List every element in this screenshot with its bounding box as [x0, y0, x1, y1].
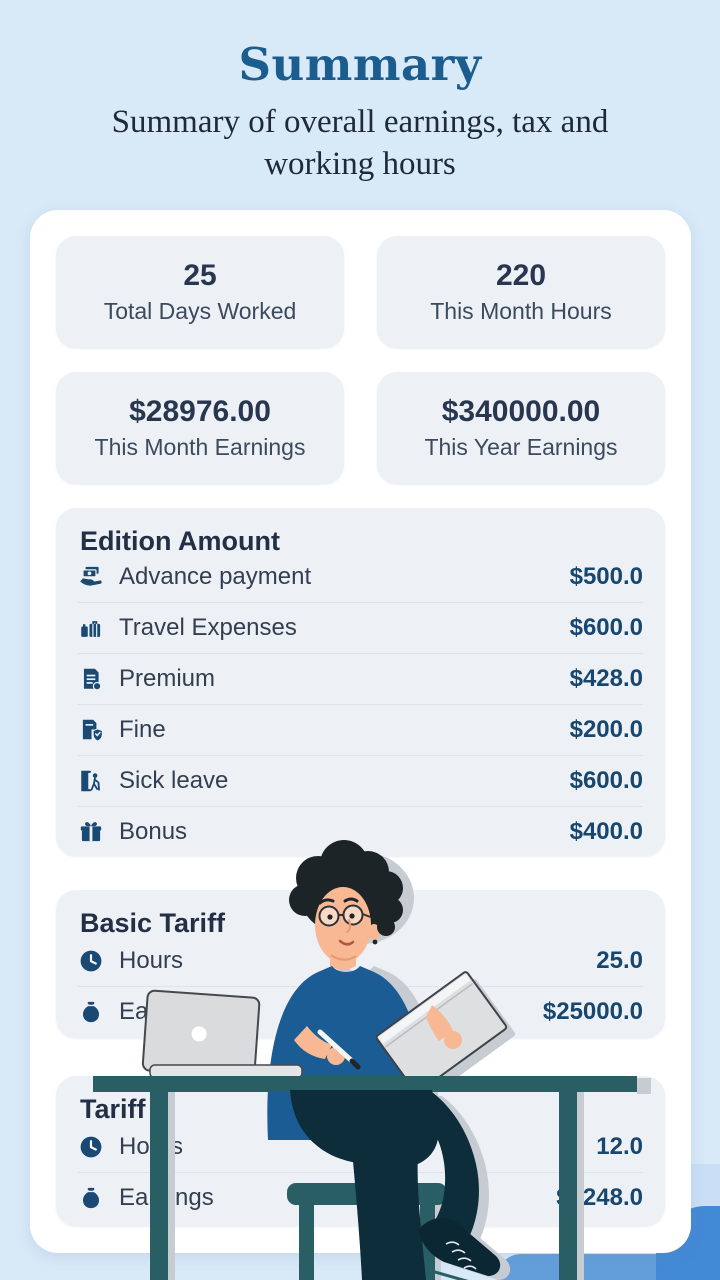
- row-divider: [78, 806, 643, 807]
- row-divider: [78, 755, 643, 756]
- clock-icon: [78, 1134, 104, 1160]
- fine-doc-icon: [78, 717, 104, 743]
- stat-label: This Year Earnings: [424, 433, 618, 460]
- money-bag-icon: [78, 1185, 104, 1211]
- edition-row-sick-leave: Sick leave $600.0: [78, 756, 643, 806]
- row-label: Bonus: [119, 818, 188, 845]
- basic-tariff-row-hours: Hours 25.0: [78, 936, 643, 986]
- row-value: $200.0: [569, 716, 643, 743]
- row-label: Hours: [119, 1133, 184, 1160]
- money-bag-icon: [78, 999, 104, 1025]
- basic-tariff-section: Basic Tariff Hours 25.0: [56, 890, 665, 1038]
- row-label: Sick leave: [119, 767, 229, 794]
- tariff-section: Tariff Hours 12.0: [56, 1076, 665, 1226]
- row-value: $400.0: [569, 818, 643, 845]
- row-value: $428.0: [569, 665, 643, 692]
- summary-card: 25 Total Days Worked 220 This Month Hour…: [30, 210, 691, 1253]
- stat-year-earnings: $340000.00 This Year Earnings: [377, 372, 665, 484]
- stat-total-days: 25 Total Days Worked: [56, 236, 344, 348]
- section-title: Tariff: [80, 1094, 146, 1124]
- stat-value: $28976.00: [129, 395, 271, 429]
- row-value: 12.0: [596, 1133, 643, 1160]
- row-label: Earnings: [119, 998, 214, 1025]
- row-value: $500.0: [569, 563, 643, 590]
- row-label: Travel Expenses: [119, 614, 297, 641]
- row-value: $600.0: [569, 614, 643, 641]
- edition-row-premium: Premium $428.0: [78, 654, 643, 704]
- sick-leave-icon: [78, 768, 104, 794]
- row-divider: [78, 602, 643, 603]
- row-value: 25.0: [596, 947, 643, 974]
- section-title: Edition Amount: [80, 526, 280, 556]
- luggage-icon: [78, 615, 104, 641]
- stat-label: This Month Earnings: [94, 433, 306, 460]
- section-title: Basic Tariff: [80, 908, 226, 938]
- stat-label: Total Days Worked: [103, 297, 297, 324]
- row-label: Earnings: [119, 1184, 214, 1211]
- row-divider: [78, 653, 643, 654]
- stat-value: 220: [495, 259, 547, 293]
- edition-amount-section: Edition Amount Advance payment $500.0: [56, 508, 665, 856]
- edition-row-bonus: Bonus $400.0: [78, 807, 643, 857]
- hand-money-icon: [78, 564, 104, 590]
- page-title: Summary: [238, 38, 482, 91]
- gift-icon: [78, 819, 104, 845]
- stat-month-hours: 220 This Month Hours: [377, 236, 665, 348]
- stat-month-earnings: $28976.00 This Month Earnings: [56, 372, 344, 484]
- tariff-row-earnings: Earnings $1248.0: [78, 1173, 643, 1223]
- row-label: Hours: [119, 947, 184, 974]
- page-subtitle: Summary of overall earnings, tax and wor…: [111, 104, 609, 182]
- stat-value: 25: [183, 259, 217, 293]
- invoice-icon: [78, 666, 104, 692]
- stat-label: This Month Hours: [430, 297, 612, 324]
- edition-row-travel-expenses: Travel Expenses $600.0: [78, 603, 643, 653]
- row-label: Fine: [119, 716, 166, 743]
- row-value: $1248.0: [556, 1184, 643, 1211]
- basic-tariff-row-earnings: Earnings $25000.0: [78, 987, 643, 1037]
- row-value: $25000.0: [542, 998, 643, 1025]
- row-label: Premium: [119, 665, 216, 692]
- edition-row-advance-payment: Advance payment $500.0: [78, 552, 643, 602]
- clock-icon: [78, 948, 104, 974]
- edition-row-fine: Fine $200.0: [78, 705, 643, 755]
- row-divider: [78, 704, 643, 705]
- tariff-row-hours: Hours 12.0: [78, 1122, 643, 1172]
- stat-value: $340000.00: [441, 395, 601, 429]
- row-label: Advance payment: [119, 563, 312, 590]
- row-value: $600.0: [569, 767, 643, 794]
